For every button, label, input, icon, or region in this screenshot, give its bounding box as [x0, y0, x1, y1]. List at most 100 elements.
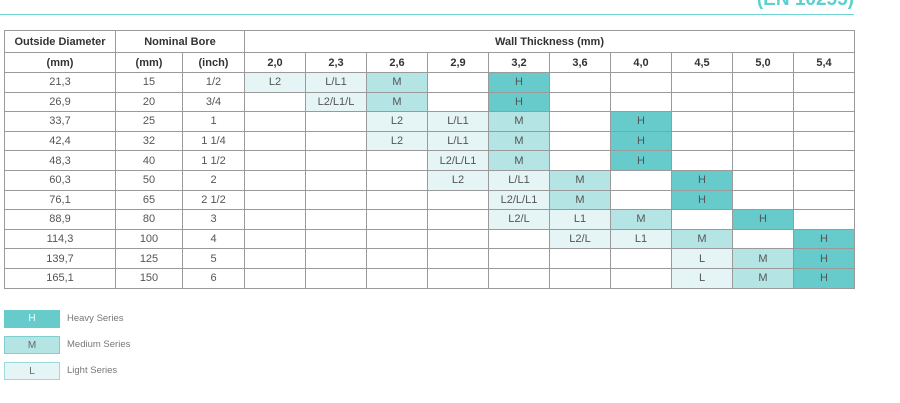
- series-cell: [549, 267, 611, 289]
- outside-diameter-cell: 26,9: [4, 91, 116, 113]
- nominal-bore-inch-cell: 6: [182, 267, 245, 289]
- series-cell: [366, 150, 428, 171]
- series-cell: [305, 267, 367, 289]
- page-heading: (EN 10255): [757, 0, 854, 11]
- thickness-column-header: 2,0: [244, 52, 306, 73]
- series-cell: [305, 130, 367, 152]
- series-cell: [244, 130, 306, 152]
- table-row: 26,9 20 3/4 L2/L1/L M H: [4, 91, 855, 113]
- table-row: 60,3 50 2 L2 L/L1 M H: [4, 169, 855, 191]
- legend-swatch: L: [4, 362, 60, 380]
- wall-thickness-header: Wall Thickness (mm): [244, 30, 855, 53]
- series-cell: M: [549, 189, 611, 211]
- series-cell: [244, 150, 306, 171]
- series-cell: [610, 189, 672, 211]
- series-cell: H: [671, 169, 733, 191]
- table-row: 48,3 40 1 1/2 L2/L/L1 M H: [4, 150, 855, 171]
- series-cell: L2: [244, 72, 306, 93]
- series-cell: M: [610, 209, 672, 230]
- series-cell: L/L1: [488, 169, 550, 191]
- nominal-bore-inch-cell: 5: [182, 248, 245, 269]
- series-cell: [793, 209, 855, 230]
- nominal-bore-mm-cell: 65: [115, 189, 183, 211]
- series-cell: L2/L/L1: [427, 150, 489, 171]
- series-cell: [244, 248, 306, 269]
- series-cell: [671, 150, 733, 171]
- thickness-column-header: 3,6: [549, 52, 611, 73]
- series-cell: L: [671, 267, 733, 289]
- thickness-column-header: 5,4: [793, 52, 855, 73]
- series-cell: [305, 169, 367, 191]
- series-cell: [732, 72, 794, 93]
- series-cell: [366, 267, 428, 289]
- table-row: 114,3 100 4 L2/L L1 M H: [4, 228, 855, 250]
- series-cell: [671, 72, 733, 93]
- outside-diameter-cell: 60,3: [4, 169, 116, 191]
- thickness-column-header: 4,0: [610, 52, 672, 73]
- bore-inch-unit-header: (inch): [182, 52, 245, 73]
- nominal-bore-mm-cell: 25: [115, 111, 183, 132]
- series-cell: H: [671, 189, 733, 211]
- series-cell: [610, 248, 672, 269]
- series-cell: [366, 248, 428, 269]
- series-cell: H: [793, 228, 855, 250]
- table-row: 165,1 150 6 L M H: [4, 267, 855, 289]
- series-cell: [488, 228, 550, 250]
- series-cell: [366, 169, 428, 191]
- nominal-bore-inch-cell: 1: [182, 111, 245, 132]
- series-cell: L: [671, 248, 733, 269]
- table-body: 21,3 15 1/2 L2 L/L1 M H 26,9 20 3/4 L2/L1/L M H 33,7 2…: [4, 72, 855, 289]
- series-cell: [793, 189, 855, 211]
- series-cell: M: [732, 248, 794, 269]
- series-cell: L2: [366, 130, 428, 152]
- series-cell: [366, 209, 428, 230]
- nominal-bore-mm-cell: 32: [115, 130, 183, 152]
- series-cell: [305, 248, 367, 269]
- series-cell: [305, 228, 367, 250]
- series-cell: L2/L: [488, 209, 550, 230]
- outside-diameter-cell: 33,7: [4, 111, 116, 132]
- thickness-column-header: 5,0: [732, 52, 794, 73]
- series-cell: [549, 111, 611, 132]
- series-cell: [427, 72, 489, 93]
- series-cell: H: [732, 209, 794, 230]
- series-cell: [488, 248, 550, 269]
- series-cell: L2/L1/L: [305, 91, 367, 113]
- series-cell: [366, 228, 428, 250]
- series-cell: [671, 91, 733, 113]
- series-cell: [549, 91, 611, 113]
- nominal-bore-inch-cell: 3/4: [182, 91, 245, 113]
- series-cell: [732, 228, 794, 250]
- series-cell: H: [488, 91, 550, 113]
- series-cell: L/L1: [305, 72, 367, 93]
- outside-diameter-cell: 42,4: [4, 130, 116, 152]
- header-rule: [0, 14, 854, 15]
- series-cell: [549, 248, 611, 269]
- series-cell: [244, 111, 306, 132]
- series-cell: [305, 150, 367, 171]
- series-cell: [610, 267, 672, 289]
- legend-label: Heavy Series: [67, 313, 124, 324]
- series-cell: [732, 169, 794, 191]
- nominal-bore-mm-cell: 150: [115, 267, 183, 289]
- series-cell: [305, 189, 367, 211]
- nominal-bore-mm-cell: 40: [115, 150, 183, 171]
- series-cell: [244, 209, 306, 230]
- series-cell: H: [793, 267, 855, 289]
- series-cell: [610, 169, 672, 191]
- series-cell: M: [488, 150, 550, 171]
- bore-mm-unit-header: (mm): [115, 52, 183, 73]
- series-cell: [427, 209, 489, 230]
- nominal-bore-inch-cell: 2: [182, 169, 245, 191]
- series-cell: M: [671, 228, 733, 250]
- series-cell: [732, 91, 794, 113]
- od-unit-header: (mm): [4, 52, 116, 73]
- series-cell: L/L1: [427, 111, 489, 132]
- series-cell: [427, 189, 489, 211]
- series-cell: H: [610, 111, 672, 132]
- series-cell: [244, 189, 306, 211]
- nominal-bore-inch-cell: 3: [182, 209, 245, 230]
- nominal-bore-header: Nominal Bore: [115, 30, 245, 53]
- series-cell: L1: [610, 228, 672, 250]
- series-cell: [732, 130, 794, 152]
